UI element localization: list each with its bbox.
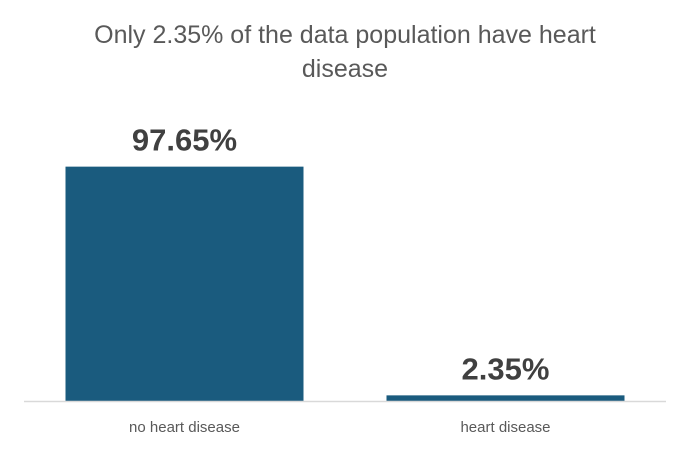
x-tick-label: no heart disease <box>129 419 240 436</box>
x-tick-label: heart disease <box>460 419 550 436</box>
chart-title: Only 2.35% of the data population have h… <box>94 21 596 83</box>
bar-heart-disease <box>386 395 625 401</box>
bar-no-heart-disease <box>65 166 304 401</box>
data-label: 2.35% <box>462 351 550 386</box>
data-label: 97.65% <box>132 123 237 158</box>
